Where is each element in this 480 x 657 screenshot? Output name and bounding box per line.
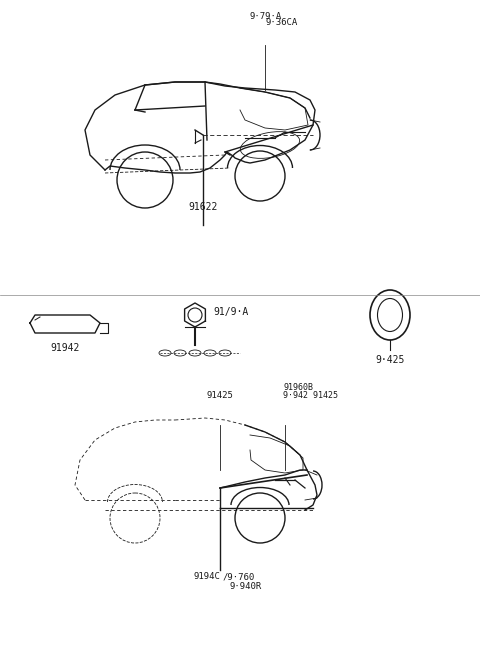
Text: 9·36CA: 9·36CA xyxy=(265,18,297,27)
Text: 9194C: 9194C xyxy=(193,572,220,581)
Text: 91622: 91622 xyxy=(188,202,218,212)
Text: 9·425: 9·425 xyxy=(375,355,405,365)
Text: 91/9·A: 91/9·A xyxy=(213,307,248,317)
Text: 91942: 91942 xyxy=(50,343,80,353)
Text: 91960B: 91960B xyxy=(283,383,313,392)
Text: 9·79·A: 9·79·A xyxy=(250,12,282,21)
Text: 9·942 91425: 9·942 91425 xyxy=(283,391,338,400)
Text: /9·760: /9·760 xyxy=(223,572,255,581)
Text: 91425: 91425 xyxy=(206,391,233,400)
Text: 9·940R: 9·940R xyxy=(230,582,262,591)
